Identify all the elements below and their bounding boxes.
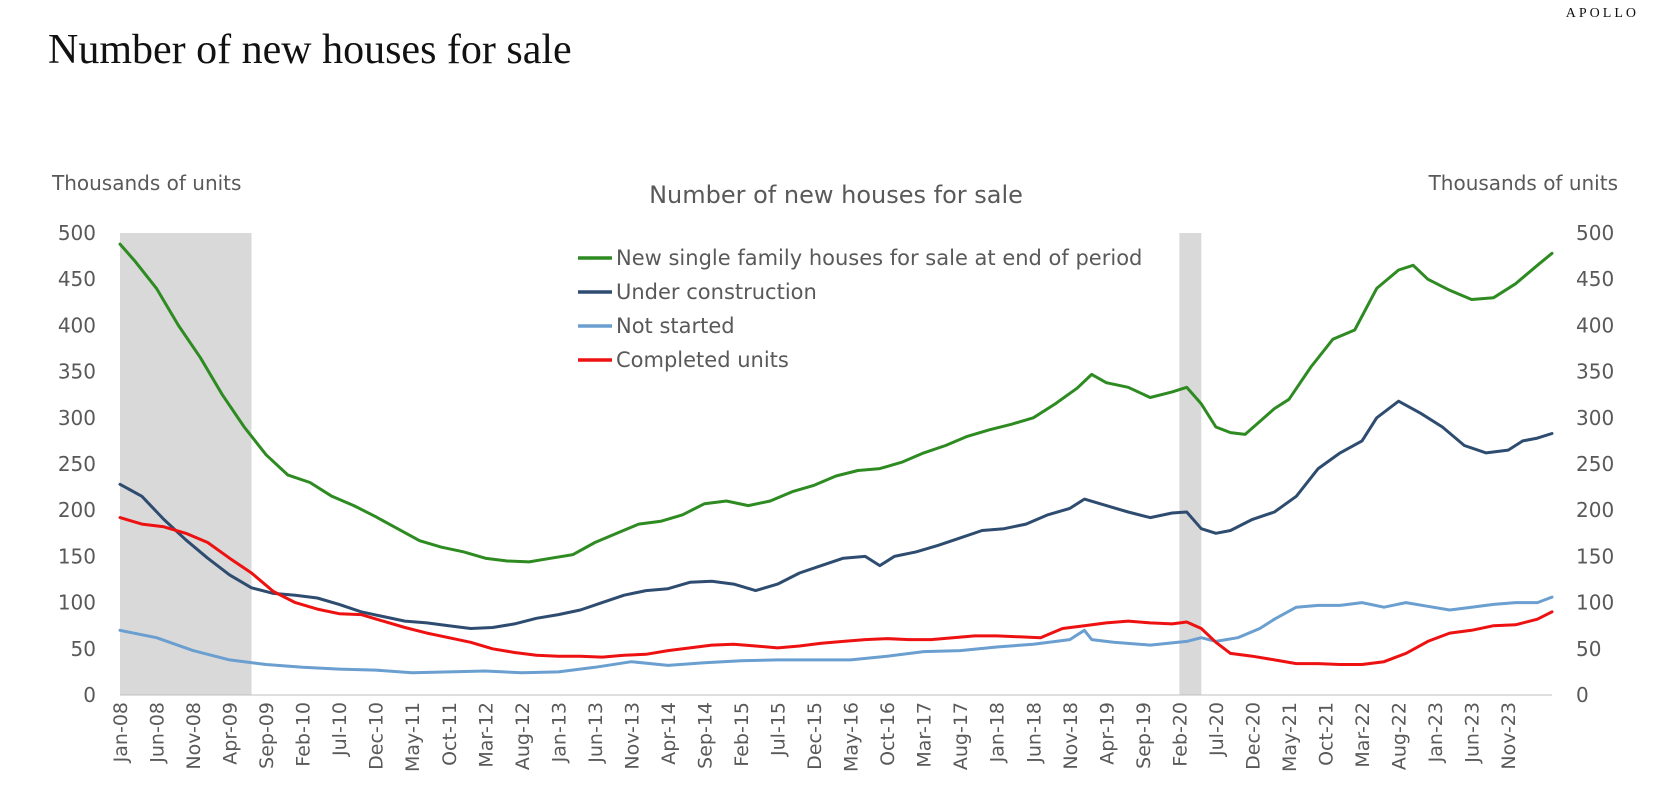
x-tick-label: Apr-14 xyxy=(658,702,680,765)
right-tick-label: 100 xyxy=(1576,591,1614,615)
x-tick-label: May-11 xyxy=(402,702,424,772)
x-tick-label: Oct-11 xyxy=(439,702,461,766)
right-tick-label: 150 xyxy=(1576,544,1614,568)
right-tick-label: 250 xyxy=(1576,452,1614,476)
x-tick-label: Feb-10 xyxy=(293,702,315,767)
x-tick-label: Jan-23 xyxy=(1425,702,1447,763)
x-tick-label: Jun-23 xyxy=(1462,702,1484,764)
x-tick-label: Sep-09 xyxy=(256,702,278,769)
right-tick-label: 300 xyxy=(1576,406,1614,430)
left-tick-label: 50 xyxy=(71,637,96,661)
left-tick-label: 450 xyxy=(58,267,96,291)
x-tick-label: Aug-22 xyxy=(1389,702,1411,770)
x-tick-label: Dec-10 xyxy=(366,702,388,770)
x-tick-label: May-16 xyxy=(841,702,863,772)
right-tick-label: 400 xyxy=(1576,313,1614,337)
right-axis-label: Thousands of units xyxy=(1428,171,1618,195)
series-line-2 xyxy=(118,399,1554,630)
x-tick-label: Mar-12 xyxy=(475,702,497,768)
x-tick-label: Nov-08 xyxy=(183,702,205,770)
x-tick-label: Jun-13 xyxy=(585,702,607,764)
series-line-4 xyxy=(118,516,1554,666)
x-tick-label: Nov-23 xyxy=(1498,702,1520,770)
series-line-3 xyxy=(118,595,1554,675)
x-tick-label: Feb-15 xyxy=(731,702,753,767)
x-tick-label: Aug-12 xyxy=(512,702,534,770)
x-tick-label: Oct-21 xyxy=(1316,702,1338,766)
apollo-logo: APOLLO xyxy=(1565,6,1639,21)
x-tick-label: Jun-08 xyxy=(147,702,169,764)
left-tick-label: 300 xyxy=(58,406,96,430)
recession-band-1 xyxy=(120,233,252,695)
x-tick-label: Jan-18 xyxy=(987,702,1009,763)
x-tick-label: Apr-09 xyxy=(220,702,242,765)
left-tick-label: 500 xyxy=(58,221,96,245)
right-tick-label: 350 xyxy=(1576,360,1614,384)
x-axis-ticks: Jan-08 Jun-08 Nov-08 Apr-09 Sep-09 Feb-10 Jul-… xyxy=(110,702,1520,772)
x-tick-label: Mar-17 xyxy=(914,702,936,768)
recession-bands xyxy=(120,233,1202,695)
left-tick-label: 200 xyxy=(58,498,96,522)
x-tick-label: Sep-19 xyxy=(1133,702,1155,769)
x-tick-label: Sep-14 xyxy=(694,702,716,769)
x-tick-label: Jan-08 xyxy=(110,702,132,763)
left-axis-label: Thousands of units xyxy=(51,171,241,195)
x-tick-label: Feb-20 xyxy=(1169,702,1191,767)
legend-label: Not started xyxy=(616,314,735,338)
x-tick-label: Nov-13 xyxy=(621,702,643,770)
x-tick-label: Jul-20 xyxy=(1206,702,1228,757)
x-tick-label: Aug-17 xyxy=(950,702,972,770)
right-tick-label: 50 xyxy=(1576,637,1601,661)
left-tick-label: 0 xyxy=(83,683,96,707)
right-tick-label: 450 xyxy=(1576,267,1614,291)
x-tick-label: Oct-16 xyxy=(877,702,899,766)
x-tick-label: Jul-15 xyxy=(768,702,790,757)
legend-label: New single family houses for sale at end… xyxy=(616,246,1142,270)
left-tick-label: 150 xyxy=(58,544,96,568)
series-line-1 xyxy=(118,242,1554,564)
x-tick-label: Apr-19 xyxy=(1096,702,1118,765)
left-tick-label: 100 xyxy=(58,591,96,615)
x-tick-label: Jan-13 xyxy=(548,702,570,763)
series-lines xyxy=(118,242,1554,675)
right-tick-label: 0 xyxy=(1576,683,1589,707)
left-tick-label: 250 xyxy=(58,452,96,476)
x-tick-label: Nov-18 xyxy=(1060,702,1082,770)
page-title: Number of new houses for sale xyxy=(48,27,572,73)
x-tick-label: Mar-22 xyxy=(1352,702,1374,768)
left-y-ticks: 0 50 100 150 200 250 300 350 400 450 500 xyxy=(58,221,96,707)
right-tick-label: 500 xyxy=(1576,221,1614,245)
right-y-ticks: 0 50 100 150 200 250 300 350 400 450 500 xyxy=(1576,221,1614,707)
left-tick-label: 350 xyxy=(58,360,96,384)
x-tick-label: Dec-20 xyxy=(1242,702,1264,770)
legend-label: Under construction xyxy=(616,280,817,304)
x-tick-label: May-21 xyxy=(1279,702,1301,772)
chart-title: Number of new houses for sale xyxy=(649,181,1023,209)
recession-band-2 xyxy=(1179,233,1202,695)
right-tick-label: 200 xyxy=(1576,498,1614,522)
x-tick-label: Dec-15 xyxy=(804,702,826,770)
left-tick-label: 400 xyxy=(58,313,96,337)
x-tick-label: Jun-18 xyxy=(1023,702,1045,764)
x-tick-label: Jul-10 xyxy=(329,702,351,757)
legend-label: Completed units xyxy=(616,348,789,372)
legend: New single family houses for sale at end… xyxy=(578,246,1142,372)
